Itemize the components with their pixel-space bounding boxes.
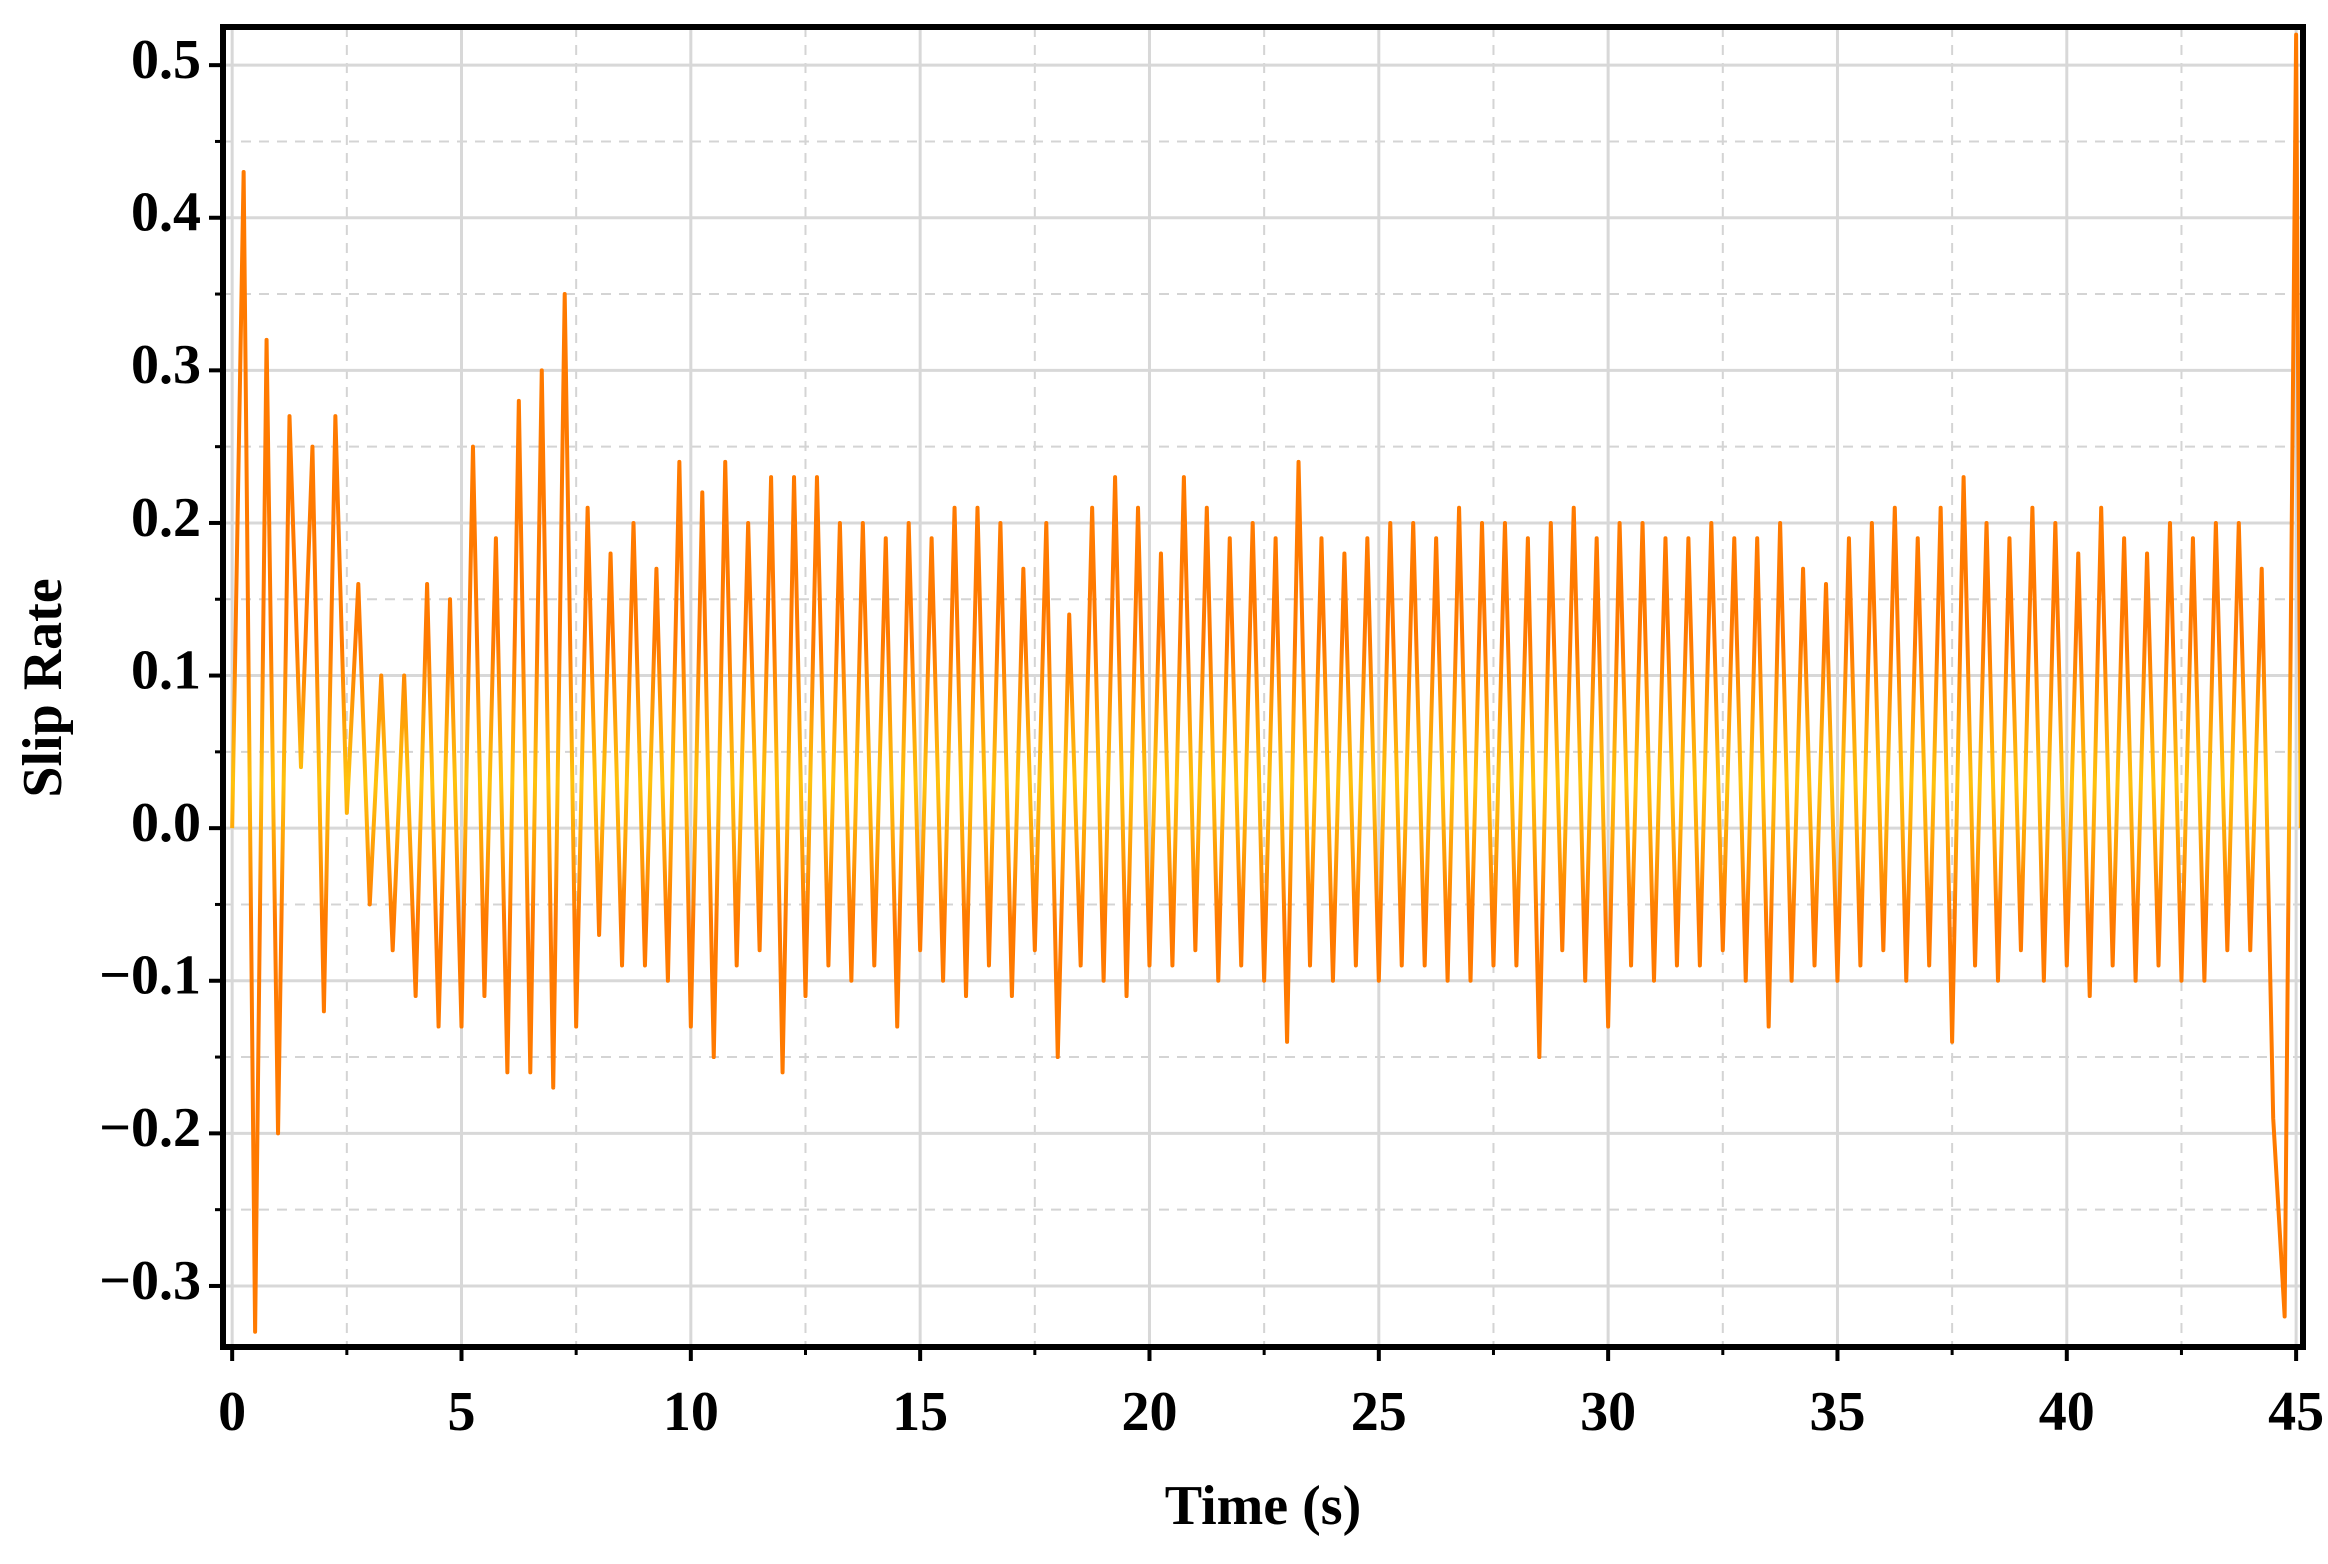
x-tick-label: 45	[2268, 1381, 2324, 1443]
x-tick-label: 0	[218, 1381, 246, 1443]
y-tick-label: −0.1	[99, 945, 201, 1007]
y-tick-label: 0.5	[131, 29, 201, 91]
x-tick-label: 5	[448, 1381, 476, 1443]
x-tick-label: 15	[892, 1381, 948, 1443]
series-line	[230, 32, 2303, 1334]
x-tick-label: 30	[1580, 1381, 1636, 1443]
y-tick-label: 0.4	[131, 182, 201, 244]
x-tick-label: 35	[1809, 1381, 1865, 1443]
x-tick-label: 10	[663, 1381, 719, 1443]
plot-frame	[220, 24, 2306, 1350]
x-tick-label: 40	[2039, 1381, 2095, 1443]
x-tick-label: 25	[1351, 1381, 1407, 1443]
y-tick-label: −0.2	[99, 1097, 201, 1159]
x-tick-label: 20	[1121, 1381, 1177, 1443]
y-tick-label: 0.0	[131, 792, 201, 854]
y-tick-label: 0.2	[131, 487, 201, 549]
y-tick-label: −0.3	[99, 1250, 201, 1312]
y-tick-label: 0.3	[131, 334, 201, 396]
y-tick-label: 0.1	[131, 639, 201, 701]
y-axis-title: Slip Rate	[12, 578, 74, 797]
x-axis-title: Time (s)	[1165, 1475, 1362, 1537]
